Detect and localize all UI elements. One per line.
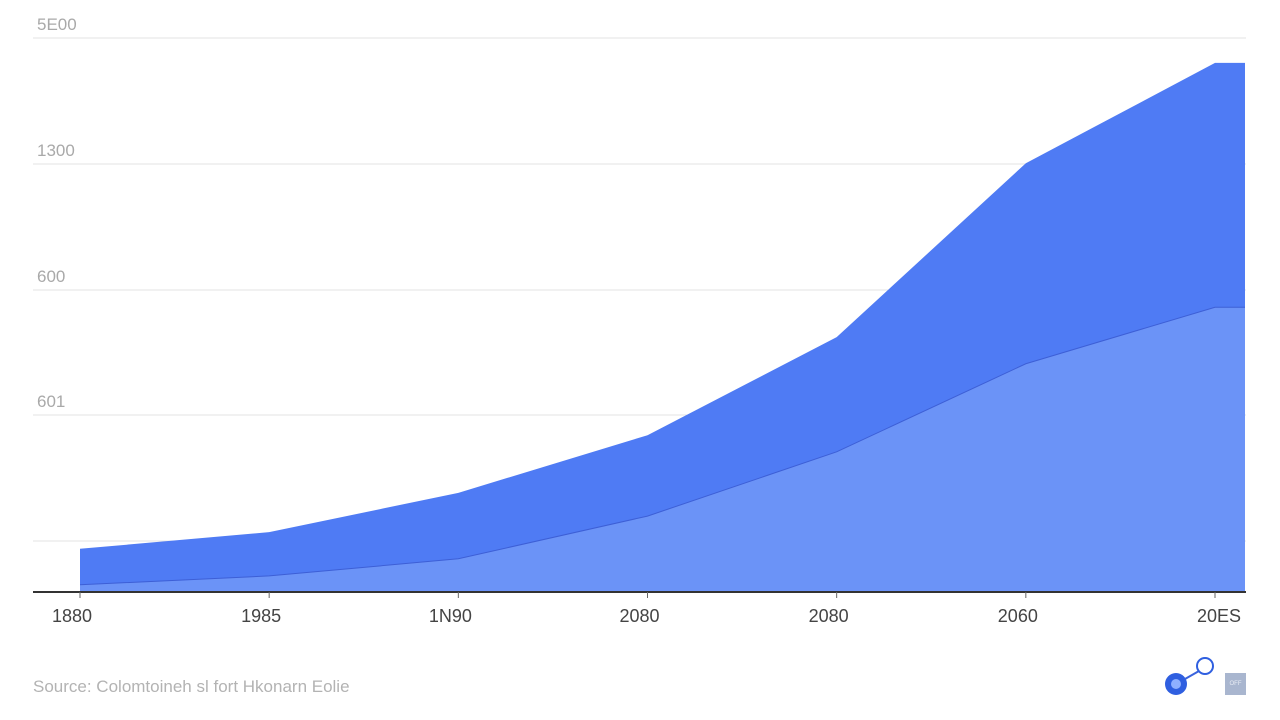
x-tick-label: 20ES	[1197, 606, 1241, 626]
x-tick-label: 2080	[809, 606, 849, 626]
x-tick-label: 1880	[52, 606, 92, 626]
y-tick-label: 601	[37, 392, 65, 411]
area-series-1	[80, 307, 1245, 592]
badge: OFF	[1225, 673, 1246, 695]
y-tick-label: 600	[37, 267, 65, 286]
x-tick-label: 2080	[619, 606, 659, 626]
x-tick-label: 1N90	[429, 606, 472, 626]
brand-logo-icon	[1165, 657, 1214, 695]
source-note: Source: Colomtoineh sl fort Hkonarn Eoli…	[33, 677, 350, 696]
x-tick-label: 1985	[241, 606, 281, 626]
y-tick-label: 5E00	[37, 15, 77, 34]
x-tick-label: 2060	[998, 606, 1038, 626]
y-tick-label: 1300	[37, 141, 75, 160]
series-boundary-line	[79, 306, 1245, 586]
